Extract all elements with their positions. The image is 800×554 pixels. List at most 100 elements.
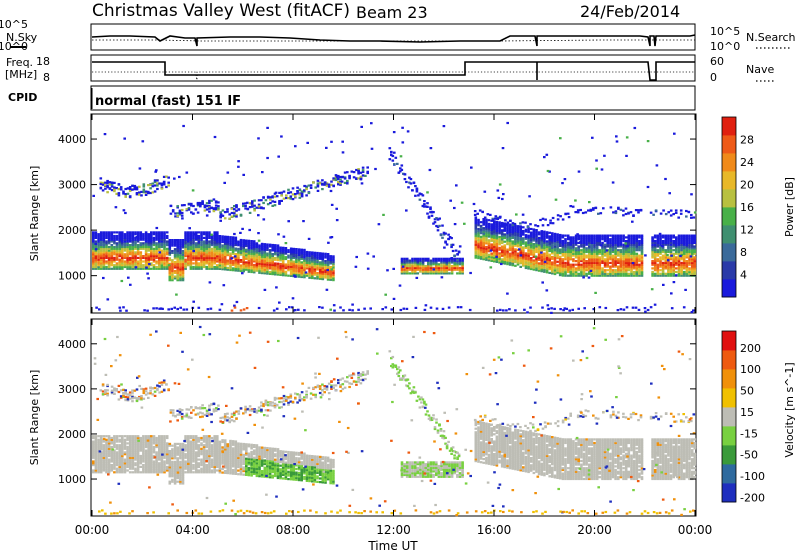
data-cell: [593, 252, 596, 255]
data-cell: [187, 203, 191, 206]
data-cell: [155, 169, 158, 172]
data-cell: [107, 238, 111, 241]
data-cell: [661, 236, 665, 239]
data-cell: [477, 222, 480, 225]
data-cell: [118, 454, 121, 458]
data-cell: [659, 234, 662, 237]
data-cell: [490, 243, 493, 246]
data-cell: [638, 236, 641, 239]
data-cell: [635, 272, 639, 275]
data-cell: [485, 258, 488, 261]
data-cell: [181, 275, 185, 278]
data-cell: [99, 442, 103, 445]
data-cell: [590, 243, 594, 246]
data-cell: [332, 279, 335, 282]
data-cell: [184, 258, 187, 261]
data-cell: [408, 266, 412, 269]
data-cell: [482, 229, 485, 232]
data-cell: [540, 259, 544, 262]
data-cell: [318, 274, 322, 277]
data-cell: [173, 244, 177, 247]
data-cell: [160, 264, 164, 267]
data-cell: [609, 238, 612, 241]
data-cell: [94, 471, 98, 474]
data-cell: [402, 172, 405, 175]
data-cell: [666, 259, 670, 262]
data-cell: [583, 307, 586, 310]
data-cell: [624, 269, 628, 272]
data-cell: [245, 263, 248, 266]
data-cell: [403, 259, 406, 262]
data-cell: [268, 265, 272, 268]
data-cell: [405, 180, 408, 184]
data-cell: [128, 249, 132, 252]
data-cell: [656, 241, 660, 244]
data-cell: [269, 198, 272, 201]
data-cell: [242, 259, 245, 262]
data-cell: [230, 257, 233, 260]
data-cell: [213, 253, 216, 256]
data-cell: [202, 265, 206, 269]
data-cell: [411, 257, 414, 260]
data-cell: [239, 248, 243, 251]
data-cell: [585, 263, 588, 266]
data-cell: [553, 236, 557, 239]
data-cell: [690, 256, 694, 259]
data-cell: [325, 182, 329, 185]
data-cell: [672, 260, 675, 263]
data-cell: [500, 223, 504, 226]
data-cell: [197, 258, 201, 261]
data-cell: [128, 187, 132, 190]
data-cell: [102, 258, 106, 261]
data-cell: [508, 249, 512, 252]
data-cell: [163, 265, 166, 269]
data-cell: [360, 182, 364, 185]
data-cell: [614, 243, 617, 246]
data-cell: [680, 249, 683, 252]
data-cell: [640, 252, 644, 255]
data-cell: [493, 258, 496, 261]
data-cell: [574, 241, 578, 244]
data-cell: [588, 252, 591, 255]
data-cell: [598, 256, 602, 259]
data-cell: [110, 264, 114, 267]
data-cell: [242, 246, 245, 249]
data-cell: [577, 245, 580, 248]
data-cell: [372, 255, 375, 258]
data-cell: [543, 268, 546, 272]
data-cell: [574, 260, 578, 263]
data-cell: [551, 239, 554, 242]
data-cell: [558, 252, 562, 255]
data-cell: [682, 247, 686, 250]
data-cell: [115, 453, 119, 456]
data-cell: [427, 268, 430, 271]
data-cell: [223, 211, 227, 214]
data-cell: [532, 255, 536, 258]
data-cell: [294, 145, 297, 148]
data-cell: [494, 217, 497, 220]
data-cell: [255, 246, 259, 249]
data-cell: [580, 245, 583, 248]
data-cell: [339, 175, 342, 179]
data-cell: [357, 177, 360, 180]
data-cell: [296, 186, 299, 189]
data-cell: [524, 241, 528, 244]
data-cell: [136, 471, 140, 474]
data-cell: [443, 246, 446, 249]
data-cell: [94, 442, 98, 445]
data-cell: [666, 254, 669, 257]
data-cell: [226, 263, 230, 266]
data-cell: [155, 245, 158, 249]
data-cell: [482, 250, 485, 253]
data-cell: [479, 239, 483, 242]
data-cell: [131, 464, 135, 467]
data-cell: [667, 245, 670, 248]
data-cell: [617, 236, 620, 239]
data-cell: [134, 436, 137, 440]
data-cell: [682, 274, 686, 277]
data-cell: [192, 249, 195, 253]
data-cell: [572, 241, 575, 244]
data-cell: [102, 260, 106, 263]
data-cell: [407, 186, 410, 189]
data-cell: [495, 231, 499, 234]
